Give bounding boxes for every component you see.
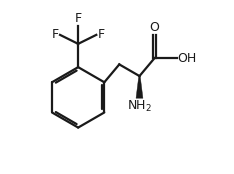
Polygon shape [136,76,143,98]
Text: OH: OH [178,52,197,65]
Text: F: F [51,28,59,41]
Text: F: F [75,12,82,25]
Text: F: F [98,28,105,41]
Text: O: O [150,21,159,34]
Text: NH$_2$: NH$_2$ [127,99,152,114]
